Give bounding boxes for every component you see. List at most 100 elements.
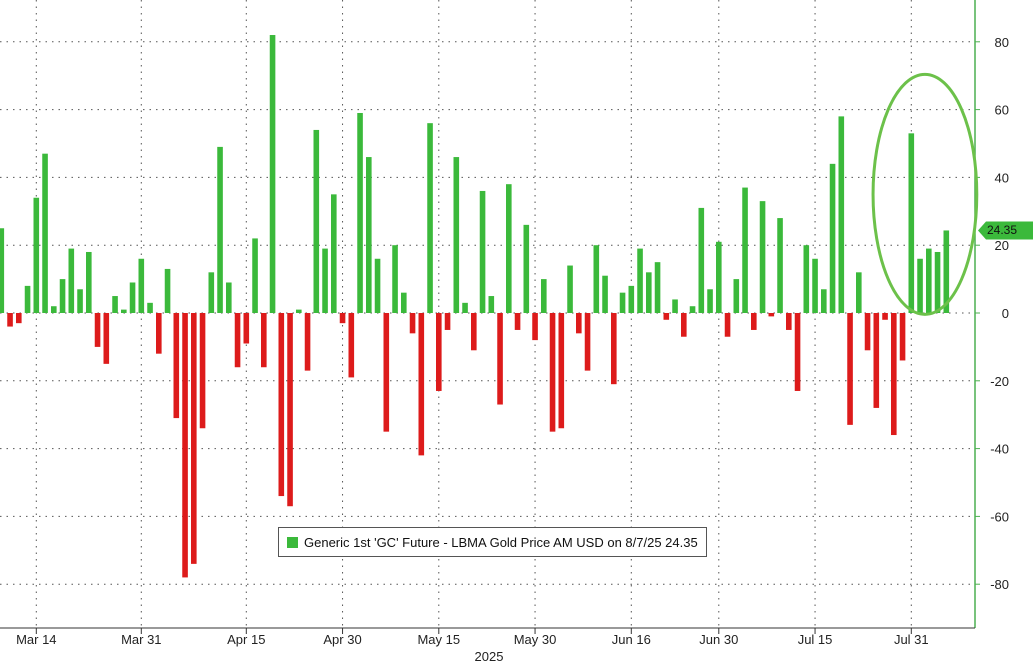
bar bbox=[523, 224, 530, 313]
bar bbox=[899, 313, 906, 361]
bar bbox=[42, 153, 48, 313]
bar bbox=[558, 313, 565, 429]
bar bbox=[217, 146, 223, 313]
bar bbox=[602, 275, 608, 313]
bar bbox=[112, 296, 118, 313]
bar bbox=[0, 228, 5, 313]
bar bbox=[917, 258, 923, 313]
y-tick-label: -60 bbox=[990, 509, 1009, 524]
bar bbox=[182, 313, 188, 578]
bar bbox=[401, 292, 407, 313]
bar bbox=[943, 230, 950, 313]
bar bbox=[576, 313, 582, 334]
bar bbox=[751, 313, 757, 330]
bar bbox=[357, 112, 363, 314]
bar bbox=[269, 35, 276, 314]
x-tick-label: May 15 bbox=[417, 632, 460, 647]
bar bbox=[348, 313, 355, 378]
bar bbox=[821, 289, 827, 313]
bar bbox=[243, 313, 250, 344]
bar bbox=[226, 282, 232, 313]
bar bbox=[479, 190, 486, 313]
bar bbox=[462, 302, 468, 313]
bar bbox=[164, 268, 171, 313]
bar bbox=[77, 289, 83, 313]
bar bbox=[514, 313, 521, 330]
y-tick-label: 80 bbox=[995, 35, 1009, 50]
bar bbox=[768, 313, 775, 317]
bar bbox=[234, 313, 241, 368]
bar bbox=[698, 207, 705, 313]
bar bbox=[156, 313, 162, 354]
bars bbox=[0, 35, 950, 578]
bar bbox=[33, 197, 40, 313]
bar bbox=[733, 279, 740, 313]
bar bbox=[593, 245, 600, 313]
bar bbox=[742, 187, 748, 313]
bar bbox=[716, 241, 722, 313]
bar bbox=[147, 302, 153, 313]
x-axis: Mar 14 Mar 31 Apr 15 Apr 30 May 15 May 30 Jun … bbox=[0, 627, 975, 663]
bar bbox=[366, 157, 372, 313]
y-axis: 80 60 40 20 0 -20 -40 -60 -80 bbox=[974, 0, 1033, 628]
bar bbox=[86, 251, 92, 313]
bar bbox=[637, 248, 643, 313]
bar bbox=[891, 313, 897, 436]
bar bbox=[794, 313, 801, 391]
bar bbox=[138, 258, 145, 313]
bar bbox=[681, 313, 687, 337]
bar bbox=[864, 313, 871, 351]
bar bbox=[934, 251, 941, 313]
bar bbox=[549, 313, 556, 432]
bar bbox=[278, 313, 285, 497]
y-tick-label: 20 bbox=[995, 238, 1009, 253]
bar bbox=[838, 116, 845, 313]
bar bbox=[488, 296, 495, 313]
bar bbox=[471, 313, 477, 351]
bar bbox=[873, 313, 880, 408]
y-tick-label: 0 bbox=[1002, 306, 1009, 321]
bar bbox=[777, 218, 783, 313]
bar bbox=[654, 262, 661, 313]
y-tick-label: 40 bbox=[995, 170, 1009, 185]
bar bbox=[882, 313, 888, 320]
bar bbox=[68, 248, 75, 313]
x-tick-label: Apr 30 bbox=[323, 632, 361, 647]
bar bbox=[313, 129, 320, 313]
bar bbox=[506, 184, 512, 313]
bar bbox=[619, 292, 626, 313]
bar bbox=[856, 272, 862, 313]
bar bbox=[374, 258, 381, 313]
bar bbox=[584, 313, 591, 371]
x-tick-label: Jul 31 bbox=[894, 632, 929, 647]
legend-label: Generic 1st 'GC' Future - LBMA Gold Pric… bbox=[304, 534, 698, 550]
bar bbox=[567, 265, 573, 313]
bar bbox=[427, 123, 433, 313]
bar bbox=[628, 285, 635, 313]
x-tick-label: Apr 15 bbox=[227, 632, 265, 647]
bar bbox=[926, 248, 932, 313]
bar bbox=[847, 313, 853, 425]
bar bbox=[707, 289, 713, 313]
bar bbox=[392, 245, 398, 313]
bar bbox=[261, 313, 267, 368]
bar bbox=[199, 313, 206, 429]
bar bbox=[296, 309, 302, 313]
x-tick-label: Jun 30 bbox=[699, 632, 738, 647]
last-value-tag: 24.35 bbox=[983, 221, 1033, 239]
y-tick-label: -40 bbox=[990, 442, 1009, 457]
x-tick-label: Mar 14 bbox=[16, 632, 56, 647]
x-tick-label: Jun 16 bbox=[612, 632, 651, 647]
bar bbox=[173, 313, 180, 419]
bar bbox=[689, 306, 696, 313]
bar bbox=[304, 313, 311, 371]
bar bbox=[16, 313, 22, 324]
bar bbox=[803, 245, 810, 313]
last-value-label: 24.35 bbox=[987, 223, 1018, 238]
bar bbox=[287, 313, 293, 507]
bar bbox=[331, 194, 337, 313]
bar bbox=[383, 313, 390, 432]
bar bbox=[59, 279, 66, 313]
y-tick-label: -80 bbox=[990, 577, 1009, 592]
